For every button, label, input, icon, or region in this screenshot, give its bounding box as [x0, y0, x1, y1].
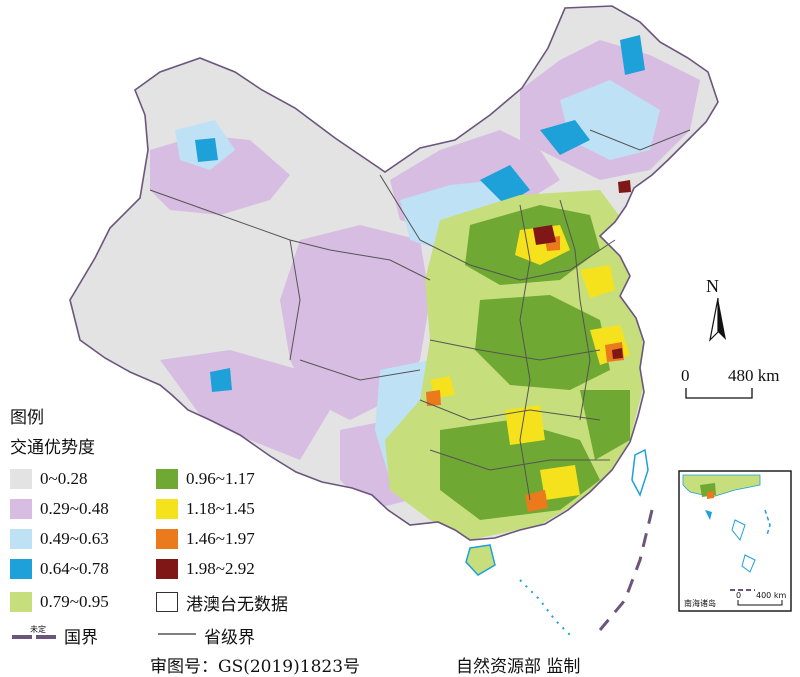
scale-zero-label: 0 — [681, 366, 690, 385]
region-darkred-shenyang — [618, 180, 631, 193]
legend-label: 1.98~2.92 — [186, 559, 255, 578]
region-blue-heilongjiang — [620, 35, 645, 75]
region-blue-tibet — [210, 368, 232, 392]
legend-item-7: 1.46~1.97 — [156, 527, 255, 551]
legend-item-4: 0.79~0.95 — [10, 590, 109, 614]
legend-title: 图例 — [10, 408, 44, 428]
scale-bar — [685, 388, 753, 399]
legend-swatch — [10, 469, 32, 489]
legend-label: 0.79~0.95 — [40, 592, 109, 611]
legend-label: 0.49~0.63 — [40, 529, 109, 548]
region-orange-guangzhou — [525, 490, 548, 512]
legend-item-3: 0.64~0.78 — [10, 557, 109, 581]
region-darkred-shanghai — [612, 348, 623, 359]
inset-scale-bar — [737, 600, 783, 606]
provincial-border-label: 省级界 — [204, 628, 255, 648]
map-review-number: 审图号：GS(2019)1823号 — [150, 657, 361, 677]
scale-distance-label: 480 km — [728, 366, 780, 385]
legend-label: 0~0.28 — [40, 469, 88, 488]
region-darkred-beijing — [533, 225, 556, 245]
legend-swatch — [10, 592, 32, 612]
legend-item-8: 1.98~2.92 — [156, 557, 255, 581]
legend-subtitle: 交通优势度 — [10, 438, 95, 458]
national-border — [69, 5, 719, 541]
legend-item-0: 0~0.28 — [10, 467, 87, 491]
legend-swatch — [156, 592, 178, 612]
taiwan-no-data — [631, 448, 649, 497]
legend-item-6: 1.18~1.45 — [156, 497, 255, 521]
legend-label: 0.96~1.17 — [186, 469, 255, 488]
legend-swatch — [10, 499, 32, 519]
region-green-central — [475, 295, 610, 390]
inset-content — [682, 474, 771, 591]
undetermined-border-marker: 未定 — [30, 625, 46, 634]
region-green-southeast — [580, 390, 630, 460]
region-orange-chengdu — [426, 390, 441, 406]
legend-swatch — [156, 559, 178, 579]
region-yellow-guangdong — [540, 465, 580, 500]
legend-label: 1.18~1.45 — [186, 499, 255, 518]
legend-swatch — [156, 469, 178, 489]
legend-label: 0.64~0.78 — [40, 559, 109, 578]
legend-item-1: 0.29~0.48 — [10, 497, 109, 521]
region-blue-xinjiang — [195, 138, 218, 162]
legend-item-5: 0.96~1.17 — [156, 467, 255, 491]
legend-label: 0.29~0.48 — [40, 499, 109, 518]
legend-label: 港澳台无数据 — [186, 594, 288, 614]
inset-title: 南海诸岛 — [684, 599, 716, 608]
north-label: N — [706, 276, 719, 296]
legend-item-9: 港澳台无数据 — [156, 590, 288, 614]
south-china-sea-inset — [678, 470, 792, 612]
national-border-label: 国界 — [64, 628, 98, 648]
legend-swatch — [156, 529, 178, 549]
inset-scale-zero: 0 — [736, 591, 742, 600]
region-blue-inner-mongolia — [540, 120, 590, 155]
inset-scale-distance: 400 km — [756, 591, 787, 600]
legend-swatch — [10, 559, 32, 579]
legend-item-2: 0.49~0.63 — [10, 527, 109, 551]
provincial-boundaries — [149, 129, 691, 501]
transport-advantage-choropleth — [150, 35, 700, 540]
legend-swatch — [10, 529, 32, 549]
legend-swatch — [156, 499, 178, 519]
hainan-island — [465, 544, 496, 576]
region-purple-tibet-south — [160, 350, 330, 460]
region-yellow-shandong — [580, 265, 615, 298]
north-arrow-icon — [709, 297, 726, 342]
maritime-boundary-dashes — [598, 509, 654, 631]
map-supervisor: 自然资源部 监制 — [456, 657, 581, 677]
region-blue-northeast — [480, 165, 530, 205]
legend-label: 1.46~1.97 — [186, 529, 255, 548]
region-yellow-central — [505, 405, 545, 445]
south-sea-dots — [519, 579, 571, 636]
